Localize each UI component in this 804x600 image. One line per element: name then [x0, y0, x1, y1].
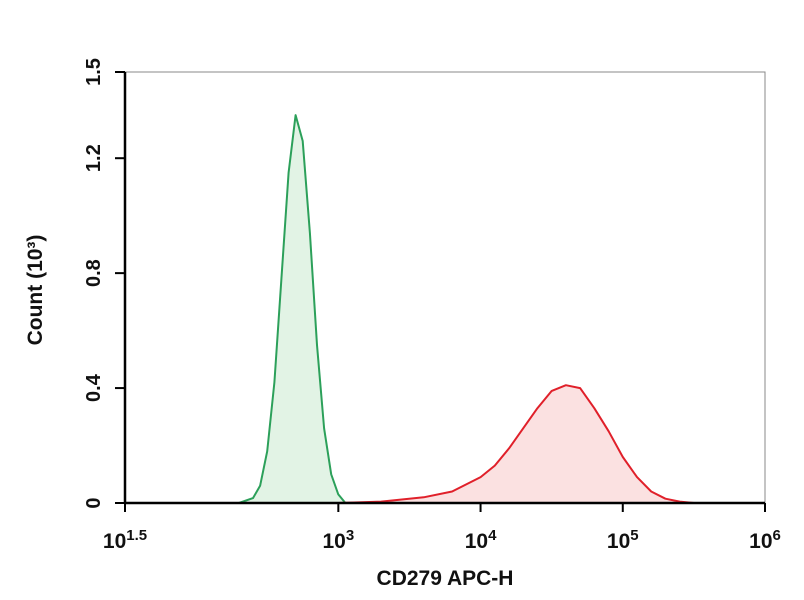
y-tick-label: 1.5 [83, 58, 105, 86]
y-tick-label: 0.4 [83, 373, 105, 402]
x-tick-exponent: 5 [630, 527, 638, 544]
y-axis-label: Count (10³) [24, 235, 47, 346]
x-tick-label: 104 [465, 527, 497, 553]
x-tick-exponent: 6 [773, 527, 781, 544]
histogram-line [338, 384, 694, 504]
x-tick-label: 106 [749, 527, 781, 553]
x-tick-label: 103 [322, 527, 354, 553]
y-tick-label: 0.8 [83, 259, 105, 287]
x-axis-label: CD279 APC-H [377, 567, 514, 590]
x-tick-base: 10 [103, 530, 126, 553]
x-tick-base: 10 [607, 530, 630, 553]
x-tick-exponent: 3 [346, 527, 354, 544]
y-tick-label: 0 [83, 497, 105, 508]
y-tick-label: 1.2 [83, 144, 105, 172]
x-tick-base: 10 [465, 530, 488, 553]
x-tick-label: 101.5 [103, 527, 147, 553]
x-tick-base: 10 [749, 530, 772, 553]
x-tick-exponent: 1.5 [126, 527, 147, 544]
histogram-line [238, 114, 347, 504]
plot-frame [124, 71, 766, 504]
area-fill [238, 115, 346, 503]
x-tick-base: 10 [322, 530, 345, 553]
area-fill [338, 385, 694, 503]
x-tick-label: 105 [607, 527, 639, 553]
x-tick-exponent: 4 [488, 527, 497, 544]
